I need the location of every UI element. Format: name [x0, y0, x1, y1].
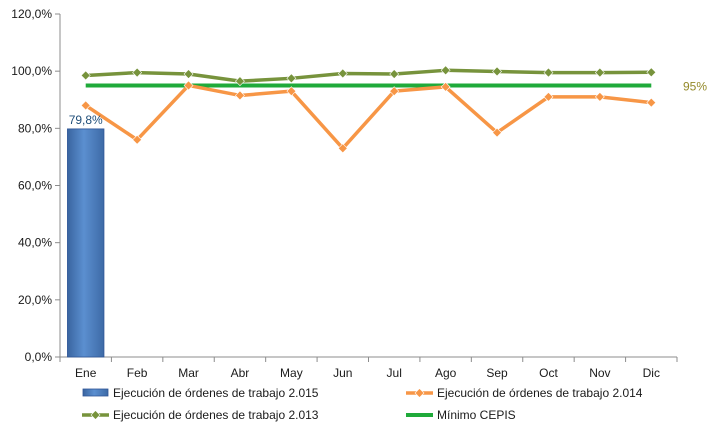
- point-2014-ene: [80, 100, 91, 111]
- point-2014-feb: [132, 134, 143, 145]
- x-tick-label: Sep: [486, 366, 508, 380]
- point-2014-jul: [389, 86, 400, 97]
- legend-label: Ejecución de órdenes de trabajo 2.013: [113, 408, 319, 422]
- point-2013-mar: [183, 69, 194, 79]
- point-2013-ene: [80, 70, 91, 81]
- x-tick-label: Mar: [178, 366, 199, 380]
- point-2014-oct: [543, 91, 554, 102]
- point-2013-jul: [389, 69, 400, 79]
- point-2013-dic: [646, 67, 657, 78]
- point-2013-oct: [543, 67, 554, 78]
- bar-2015-ene: [67, 128, 105, 358]
- point-2013-abr: [235, 76, 245, 87]
- data-labels: 79,8% 95%: [69, 79, 708, 126]
- point-2014-jun: [337, 143, 348, 154]
- y-tick-label: 120,0%: [11, 7, 52, 21]
- data-label-2015: 79,8%: [69, 113, 103, 127]
- cepis-end-label: 95%: [683, 79, 707, 93]
- point-2014-sep: [492, 127, 502, 138]
- x-tick-label: Abr: [231, 366, 250, 380]
- bars: [67, 128, 105, 358]
- line-2013: [85, 68, 652, 83]
- legend-label: Ejecución de órdenes de trabajo 2.015: [113, 386, 319, 400]
- legend-item: Mínimo CEPIS: [406, 408, 516, 422]
- line-2014: [84, 83, 652, 151]
- lines: [80, 65, 657, 154]
- x-tick-label: Oct: [539, 366, 558, 380]
- x-tick-label: Dic: [643, 366, 660, 380]
- legend-swatch-marker: [90, 410, 101, 420]
- point-2013-sep: [492, 66, 502, 77]
- y-tick-label: 0,0%: [25, 350, 53, 364]
- x-tick-label: Ago: [435, 366, 457, 380]
- point-2014-mar: [183, 80, 194, 91]
- y-axis: 0,0% 20,0% 40,0% 60,0% 80,0% 100,0% 120,0%: [11, 7, 61, 364]
- point-2013-ago: [440, 65, 451, 76]
- y-tick-label: 60,0%: [18, 179, 52, 193]
- legend-item: Ejecución de órdenes de trabajo 2.013: [82, 408, 319, 422]
- point-2013-nov: [594, 67, 605, 78]
- legend-item: Ejecución de órdenes de trabajo 2.015: [82, 386, 319, 400]
- point-2013-may: [286, 73, 297, 84]
- point-2014-abr: [235, 90, 245, 101]
- legend-item: Ejecución de órdenes de trabajo 2.014: [406, 386, 643, 400]
- x-axis: Ene Feb Mar Abr May Jun Jul Ago Sep Oct Nov Dic: [59, 356, 678, 380]
- legend: Ejecución de órdenes de trabajo 2.015 Eje…: [82, 386, 643, 422]
- x-tick-label: Jul: [387, 366, 402, 380]
- point-2014-dic: [646, 97, 657, 108]
- x-tick-label: Nov: [589, 366, 610, 380]
- x-tick-label: Jun: [333, 366, 352, 380]
- y-tick-label: 80,0%: [18, 121, 52, 135]
- y-tick-label: 40,0%: [18, 236, 52, 250]
- y-tick-label: 100,0%: [11, 64, 52, 78]
- x-tick-label: Ene: [75, 366, 97, 380]
- legend-label: Mínimo CEPIS: [437, 408, 516, 422]
- x-tick-label: Feb: [127, 366, 148, 380]
- point-2014-nov: [594, 91, 605, 102]
- point-2013-feb: [132, 67, 143, 78]
- point-2014-may: [286, 86, 297, 97]
- y-tick-label: 20,0%: [18, 293, 52, 307]
- point-2014-ago: [440, 81, 451, 92]
- legend-label: Ejecución de órdenes de trabajo 2.014: [437, 386, 643, 400]
- legend-swatch-bar: [82, 388, 109, 397]
- point-2013-jun: [337, 68, 348, 79]
- legend-swatch-marker: [414, 388, 425, 398]
- x-tick-label: May: [280, 366, 303, 380]
